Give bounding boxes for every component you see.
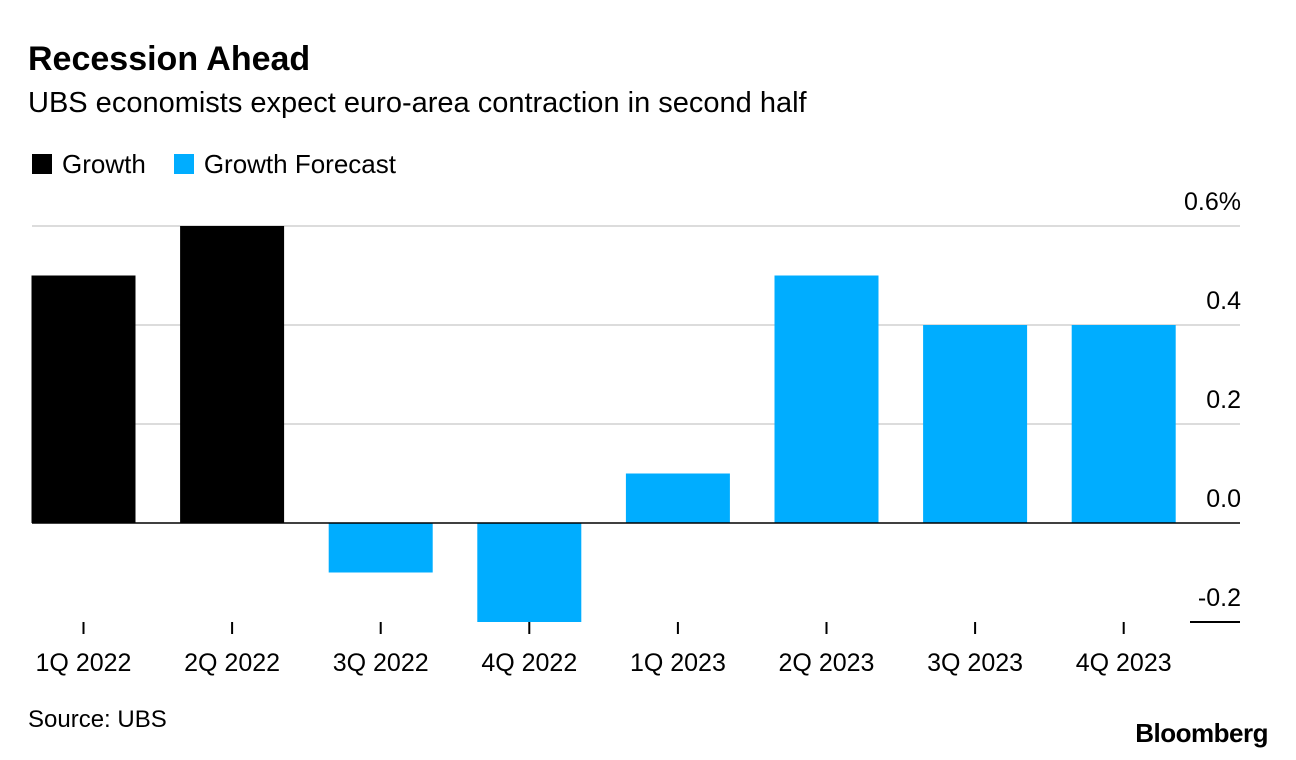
source-note: Source: UBS: [28, 706, 167, 733]
y-tick-label: 0.2: [1206, 386, 1241, 414]
x-tick-label: 1Q 2023: [630, 649, 726, 677]
legend-swatch-growth-forecast: [173, 154, 194, 174]
legend: Growth Growth Forecast: [32, 148, 424, 180]
bar-2q-2022: [180, 226, 285, 523]
bloomberg-logo: Bloomberg: [1135, 718, 1268, 748]
x-tick-label: 4Q 2023: [1076, 649, 1172, 677]
legend-item-growth: Growth: [32, 149, 146, 180]
chart-subtitle: UBS economists expect euro-area contract…: [28, 87, 807, 119]
legend-label-growth-forecast: Growth Forecast: [203, 148, 396, 179]
y-tick-label: 0.0: [1206, 485, 1241, 513]
legend-item-growth-forecast: Growth Forecast: [173, 148, 396, 180]
y-tick-label: 0.4: [1206, 287, 1241, 315]
y-tick-label: -0.2: [1198, 584, 1241, 612]
x-tick-label: 4Q 2022: [481, 649, 577, 677]
bar-4q-2022: [477, 523, 582, 622]
bar-3q-2023: [923, 325, 1028, 523]
bar-3q-2022: [328, 523, 433, 573]
x-tick-label: 3Q 2023: [927, 649, 1023, 677]
x-tick-label: 2Q 2022: [184, 649, 280, 677]
legend-swatch-growth: [32, 154, 52, 174]
x-tick-label: 1Q 2022: [36, 649, 132, 677]
y-tick-label: 0.6%: [1184, 188, 1241, 216]
bar-1q-2022: [31, 275, 136, 523]
bar-2q-2023: [774, 275, 879, 523]
chart-title: Recession Ahead: [28, 40, 311, 78]
bar-1q-2023: [625, 473, 730, 523]
legend-label-growth: Growth: [62, 148, 146, 179]
x-tick-label: 2Q 2023: [779, 649, 875, 677]
bar-4q-2023: [1071, 325, 1176, 523]
x-tick-label: 3Q 2022: [333, 649, 429, 677]
